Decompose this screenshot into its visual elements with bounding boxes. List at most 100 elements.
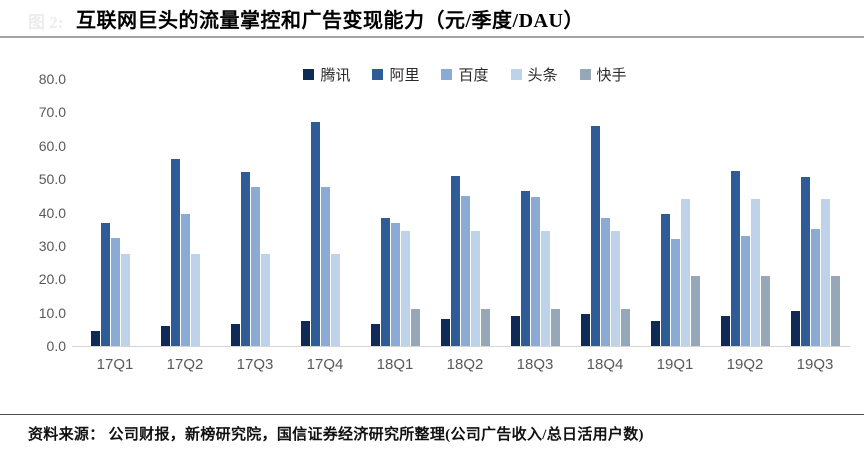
bar-腾讯-17Q2	[160, 325, 170, 346]
y-tick-label: 20.0	[38, 271, 66, 288]
legend-swatch-icon	[372, 69, 384, 80]
y-tick-label: 40.0	[38, 204, 66, 221]
bar-group-18Q3	[500, 79, 570, 346]
legend-label: 头条	[527, 68, 558, 84]
chart-title: 互联网巨头的流量掌控和广告变现能力（元/季度/DAU）	[76, 10, 584, 32]
bar-腾讯-18Q4	[580, 314, 590, 346]
bar-头条-18Q4	[610, 230, 620, 346]
x-axis-line	[72, 346, 850, 347]
x-tick-label-17Q3: 17Q3	[236, 356, 274, 373]
y-tick-label: 70.0	[38, 104, 66, 121]
bar-group-17Q4	[290, 79, 360, 346]
bar-chart: 腾讯 阿里 百度 头条 快手 80.0 70.0 60.0 50.0 40.0 30.0 20.0 1…	[0, 40, 864, 400]
x-tick-label-18Q2: 18Q2	[446, 356, 484, 373]
bar-百度-17Q3	[250, 187, 260, 346]
legend-item-头条: 头条	[510, 64, 558, 85]
bar-腾讯-19Q2	[720, 315, 730, 346]
bar-快手-19Q1	[690, 275, 700, 346]
legend-item-腾讯: 腾讯	[303, 64, 350, 85]
bar-阿里-18Q2	[450, 175, 460, 346]
source-note: 资料来源： 公司财报，新榜研究院，国信证券经济研究所整理(公司广告收入/总日活用…	[28, 427, 644, 443]
legend-item-阿里: 阿里	[372, 64, 419, 85]
bar-百度-17Q4	[320, 187, 330, 346]
bar-头条-17Q1	[120, 254, 130, 346]
x-tick-label-18Q1: 18Q1	[376, 356, 414, 373]
bar-腾讯-18Q2	[440, 319, 450, 346]
bar-快手-18Q3	[550, 309, 560, 346]
bar-百度-17Q1	[110, 237, 120, 346]
bar-百度-18Q4	[600, 217, 610, 346]
bar-腾讯-18Q1	[370, 324, 380, 346]
bar-头条-19Q2	[750, 199, 760, 346]
bar-group-18Q4	[570, 79, 640, 346]
bar-阿里-19Q2	[730, 170, 740, 346]
y-tick-label: 30.0	[38, 237, 66, 254]
bar-阿里-17Q4	[310, 122, 320, 346]
x-tick-label-17Q4: 17Q4	[306, 356, 344, 373]
legend-label: 百度	[458, 68, 489, 84]
bar-阿里-18Q4	[590, 125, 600, 346]
y-tick-label: 60.0	[38, 137, 66, 154]
bar-阿里-18Q3	[520, 190, 530, 346]
bar-阿里-19Q3	[800, 177, 810, 346]
bar-阿里-19Q1	[660, 214, 670, 346]
bar-头条-18Q1	[400, 230, 410, 346]
bar-百度-19Q2	[740, 235, 750, 346]
bar-腾讯-19Q3	[790, 310, 800, 346]
figure-number-label: 图 2:	[28, 13, 64, 32]
x-tick-label-19Q1: 19Q1	[656, 356, 694, 373]
bar-头条-17Q2	[190, 254, 200, 346]
legend-label: 阿里	[389, 68, 420, 84]
bar-头条-19Q1	[680, 199, 690, 346]
legend-item-快手: 快手	[579, 64, 627, 85]
bar-百度-19Q1	[670, 239, 680, 346]
bar-头条-18Q3	[540, 230, 550, 346]
bar-快手-18Q4	[620, 309, 630, 346]
chart-legend: 腾讯 阿里 百度 头条 快手	[80, 64, 850, 85]
title-divider	[0, 36, 864, 38]
bar-group-17Q2	[150, 79, 220, 346]
bar-group-18Q1	[360, 79, 430, 346]
x-tick-label-17Q1: 17Q1	[96, 356, 134, 373]
x-axis: 17Q1 17Q2 17Q3 17Q4 18Q1 18Q2 18Q3 18Q4 19Q1 19Q2…	[80, 356, 850, 373]
x-tick-label-18Q4: 18Q4	[586, 356, 624, 373]
y-tick-label: 10.0	[38, 304, 66, 321]
bar-groups	[80, 79, 850, 346]
bar-百度-18Q3	[530, 197, 540, 346]
bar-头条-17Q3	[260, 254, 270, 346]
bar-腾讯-17Q3	[230, 324, 240, 346]
legend-label: 腾讯	[320, 68, 351, 84]
x-tick-label-18Q3: 18Q3	[516, 356, 554, 373]
legend-swatch-icon	[441, 69, 453, 80]
bar-group-17Q3	[220, 79, 290, 346]
bar-阿里-17Q3	[240, 172, 250, 346]
bar-group-17Q1	[80, 79, 150, 346]
bar-百度-18Q1	[390, 222, 400, 346]
footer-divider	[0, 414, 864, 415]
x-tick-label-19Q3: 19Q3	[796, 356, 834, 373]
bar-group-19Q1	[640, 79, 710, 346]
x-tick-label-19Q2: 19Q2	[726, 356, 764, 373]
bar-group-19Q2	[710, 79, 780, 346]
bar-头条-19Q3	[820, 199, 830, 346]
y-tick-label: 50.0	[38, 171, 66, 188]
bar-快手-19Q3	[830, 275, 840, 346]
bar-腾讯-17Q1	[90, 330, 100, 346]
plot-area	[80, 79, 850, 346]
legend-label: 快手	[596, 68, 627, 84]
legend-swatch-icon	[303, 69, 315, 80]
bar-快手-19Q2	[760, 275, 770, 346]
bar-阿里-17Q2	[170, 159, 180, 346]
bar-腾讯-18Q3	[510, 315, 520, 346]
bar-快手-18Q1	[410, 309, 420, 346]
bar-阿里-18Q1	[380, 217, 390, 346]
y-tick-label: 0.0	[46, 338, 66, 354]
bar-百度-19Q3	[810, 229, 820, 346]
bar-头条-17Q4	[330, 254, 340, 346]
legend-item-百度: 百度	[441, 64, 489, 85]
bar-腾讯-17Q4	[300, 320, 310, 346]
y-tick-label: 80.0	[38, 71, 66, 87]
bar-头条-18Q2	[470, 230, 480, 346]
bar-阿里-17Q1	[100, 222, 110, 346]
bar-group-18Q2	[430, 79, 500, 346]
